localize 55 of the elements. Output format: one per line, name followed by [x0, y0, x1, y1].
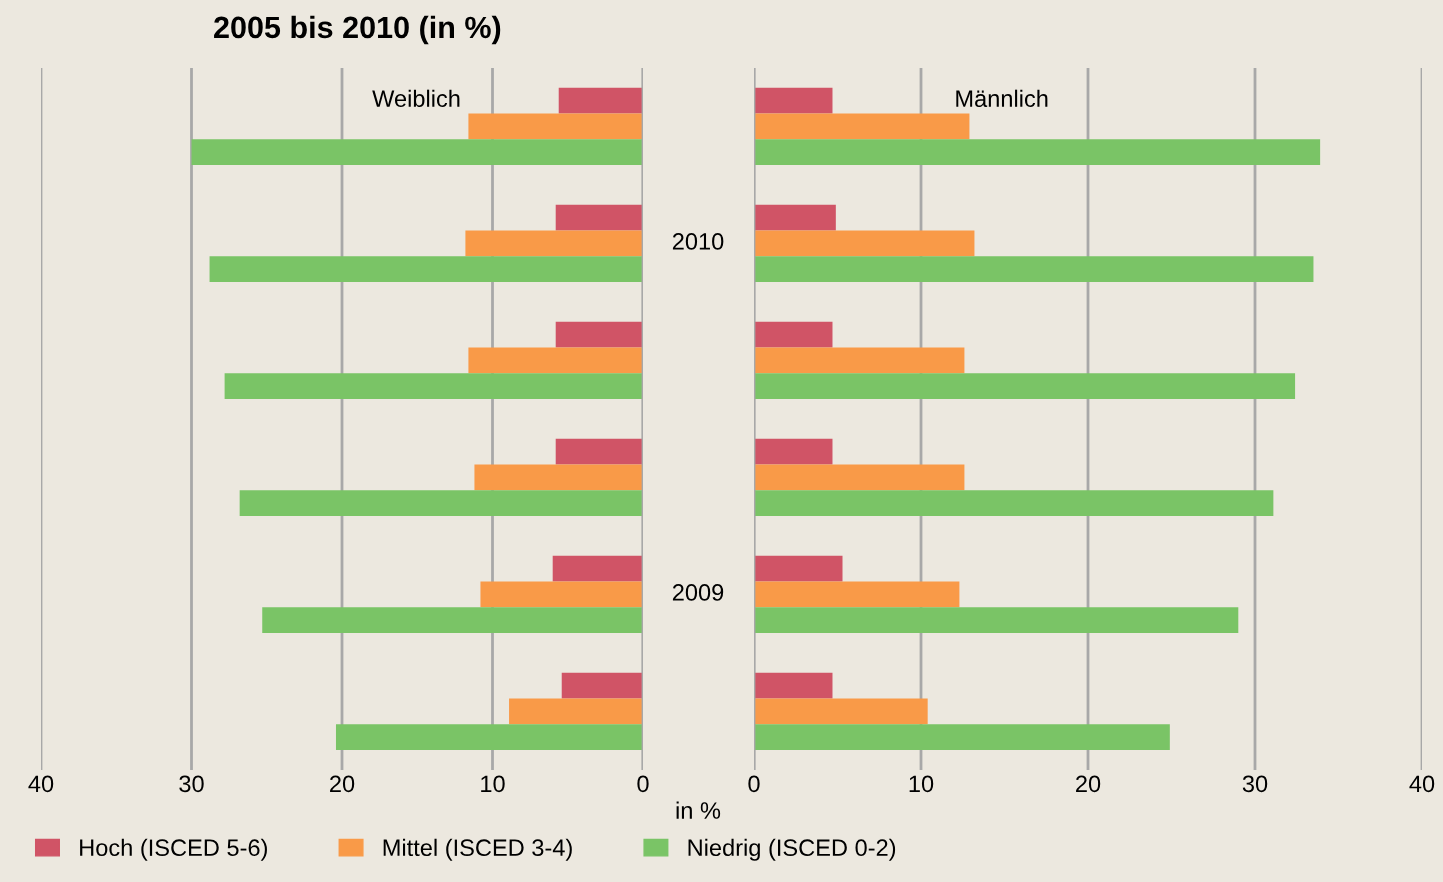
x-tick-label: 10: [909, 775, 934, 793]
bar: [465, 230, 643, 257]
bar: [754, 698, 928, 725]
bar: [754, 724, 1170, 751]
bar: [468, 347, 643, 374]
bar: [561, 672, 643, 699]
bar: [555, 204, 643, 231]
bar: [224, 373, 643, 400]
bar: [509, 698, 643, 725]
x-tick-label: 0: [637, 775, 649, 793]
bar: [754, 672, 833, 699]
x-tick-label: 10: [481, 775, 505, 793]
x-tick-label: 30: [179, 775, 204, 793]
bar: [754, 87, 833, 114]
annotation: Weiblich: [372, 89, 460, 108]
x-tick-label: 30: [1242, 775, 1268, 793]
bar: [754, 347, 965, 374]
y-tick-label: 2009: [672, 584, 724, 601]
bar: [754, 113, 970, 140]
bar: [558, 87, 643, 114]
bar: [191, 139, 643, 166]
annotation: Männlich: [956, 89, 1048, 108]
bar: [754, 321, 833, 348]
y-tick-label: 2010: [672, 233, 724, 250]
bar: [239, 490, 643, 517]
bar: [754, 464, 965, 491]
bar: [468, 113, 643, 140]
bar: [754, 490, 1274, 517]
bar: [754, 204, 836, 231]
bar: [754, 438, 833, 465]
bar: [555, 438, 643, 465]
legend-label: Hoch (ISCED 5-6): [80, 838, 267, 861]
bar: [754, 139, 1321, 166]
bar: [754, 555, 843, 582]
bar: [552, 555, 643, 582]
x-tick-label: 20: [330, 775, 355, 793]
x-tick-label: 40: [28, 775, 54, 793]
bar: [754, 607, 1239, 634]
bar: [262, 607, 643, 634]
x-axis-title: in %: [676, 801, 721, 819]
legend-label: Mittel (ISCED 3-4): [383, 838, 572, 861]
chart-title: 2005 bis 2010 (in %): [214, 15, 501, 45]
bar: [474, 464, 643, 491]
x-tick-label: 20: [1076, 775, 1101, 793]
bar: [754, 373, 1296, 400]
bar: [480, 581, 643, 608]
bar: [335, 724, 643, 751]
bar: [754, 256, 1314, 283]
x-tick-label: 40: [1409, 775, 1435, 793]
bar: [754, 230, 975, 257]
legend-label: Niedrig (ISCED 0-2): [688, 838, 896, 861]
bar: [209, 256, 643, 283]
bar: [754, 581, 960, 608]
x-tick-label: 0: [748, 775, 760, 793]
bar: [555, 321, 643, 348]
